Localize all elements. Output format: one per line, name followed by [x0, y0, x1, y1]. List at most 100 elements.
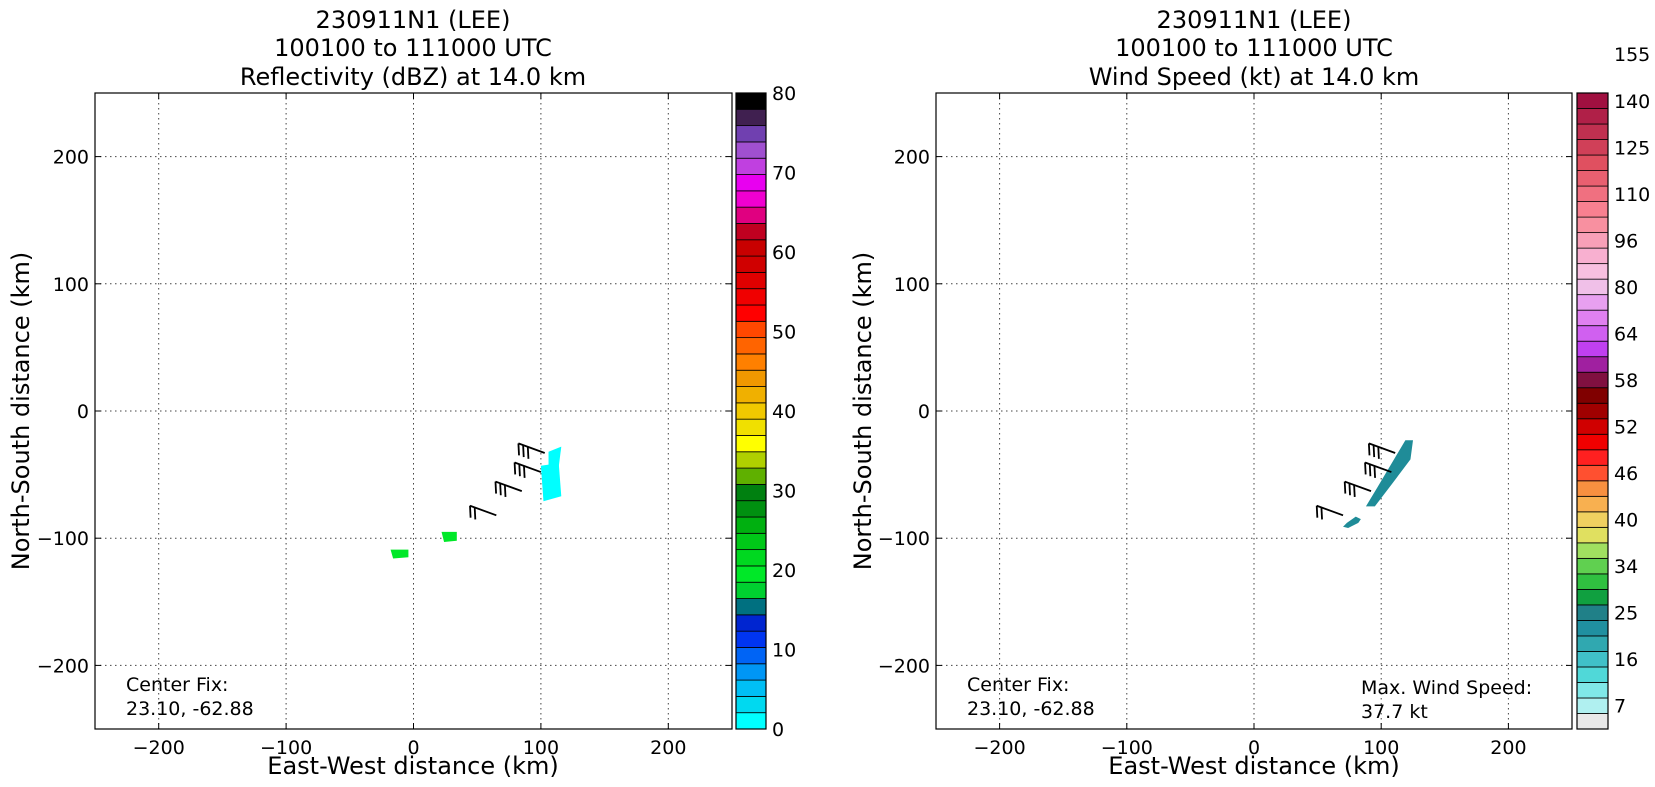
wind-barb	[1364, 461, 1392, 478]
wind-y-axis-label: North-South distance (km)	[849, 252, 877, 571]
reflectivity-title-line-2: 100100 to 111000 UTC	[274, 34, 552, 62]
colorbar-tick-label: 25	[1614, 603, 1638, 625]
wind-barb	[469, 504, 497, 520]
colorbar-segment	[1576, 278, 1609, 296]
reflectivity-echo	[540, 463, 562, 502]
colorbar-segment	[1576, 108, 1609, 125]
colorbar-segment	[735, 630, 767, 648]
wind-barb	[1315, 504, 1344, 520]
reflectivity-echo-layer	[390, 446, 562, 559]
colorbar-segment	[1576, 542, 1609, 559]
colorbar-segment	[1576, 620, 1609, 637]
colorbar-segment	[735, 451, 767, 469]
colorbar-segment	[735, 402, 767, 420]
wind-speed-echo	[1343, 516, 1361, 529]
colorbar-segment	[1576, 139, 1609, 156]
colorbar-segment	[735, 386, 767, 404]
y-tick-label: −100	[37, 528, 89, 550]
colorbar-segment	[735, 679, 767, 697]
wind-title-line-3: Wind Speed (kt) at 14.0 km	[1089, 63, 1420, 91]
x-tick-label: −100	[1101, 737, 1153, 759]
wind-barb	[494, 480, 523, 498]
wind-gridlines	[936, 93, 1572, 729]
colorbar-segment	[1576, 682, 1609, 699]
colorbar-segment	[735, 598, 767, 616]
colorbar-segment	[1576, 356, 1609, 373]
x-tick-label: 200	[650, 737, 686, 759]
colorbar-tick-label: 64	[1614, 323, 1638, 345]
reflectivity-axis-ticks: −200 −100 0 100 200 −200 −100 0 100 200	[37, 93, 732, 759]
colorbar-segment	[735, 255, 767, 273]
colorbar-segment	[1576, 433, 1609, 451]
colorbar-segment	[1576, 526, 1609, 544]
colorbar-segment	[1576, 154, 1609, 171]
y-tick-label: 100	[894, 274, 930, 296]
x-tick-label: −100	[260, 737, 312, 759]
colorbar-segment	[1576, 495, 1609, 513]
colorbar-segment	[735, 500, 767, 518]
wind-barb	[513, 461, 542, 478]
colorbar-segment	[1576, 697, 1609, 714]
reflectivity-y-axis-label: North-South distance (km)	[7, 252, 35, 571]
colorbar-tick-label: 125	[1614, 137, 1650, 159]
colorbar-segment	[735, 369, 767, 387]
wind-x-axis-label: East-West distance (km)	[1108, 752, 1399, 780]
colorbar-frame	[1576, 92, 1609, 730]
y-tick-label: −200	[37, 655, 89, 677]
reflectivity-title-line-3: Reflectivity (dBZ) at 14.0 km	[240, 63, 586, 91]
y-tick-label: 200	[53, 147, 89, 169]
y-tick-label: −200	[878, 655, 930, 677]
wind-center-fix-value: 23.10, -62.88	[967, 698, 1095, 720]
colorbar-tick-label: 58	[1614, 370, 1638, 392]
y-tick-label: 200	[894, 147, 930, 169]
colorbar-tick-label: 52	[1614, 417, 1638, 439]
wind-title-line-1: 230911N1 (LEE)	[1157, 6, 1352, 34]
x-tick-label: −200	[974, 737, 1026, 759]
colorbar-segment	[735, 108, 767, 127]
colorbar-tick-label: 96	[1614, 230, 1638, 252]
colorbar-segment	[735, 271, 767, 290]
colorbar-tick-label: 60	[772, 242, 796, 264]
x-tick-label: 100	[1363, 737, 1399, 759]
colorbar-segment	[735, 695, 767, 714]
colorbar-segment	[735, 549, 767, 567]
reflectivity-center-fix-value: 23.10, -62.88	[126, 698, 254, 720]
colorbar-segment	[735, 174, 767, 192]
y-tick-label: 0	[77, 401, 89, 423]
colorbar-tick-label: 30	[772, 481, 796, 503]
reflectivity-title-line-1: 230911N1 (LEE)	[316, 6, 511, 34]
colorbar-segment	[735, 467, 767, 485]
x-tick-label: 200	[1490, 737, 1526, 759]
colorbar-tick-label: 40	[1614, 510, 1638, 532]
colorbar-segment	[1576, 557, 1609, 575]
colorbar-segment	[1576, 666, 1609, 683]
colorbar-segment	[1576, 263, 1609, 280]
y-tick-label: 0	[918, 401, 930, 423]
colorbar-segment	[1576, 464, 1609, 482]
colorbar-tick-label: 40	[772, 401, 796, 423]
colorbar-segment	[1576, 418, 1609, 435]
y-tick-label: −100	[878, 528, 930, 550]
wind-barb	[1367, 442, 1396, 459]
x-tick-label: 100	[523, 737, 559, 759]
colorbar-segment	[1576, 511, 1609, 528]
colorbar-segment	[735, 92, 767, 110]
colorbar-segment	[735, 647, 767, 665]
colorbar-tick-label: 70	[772, 163, 796, 185]
wind-title-line-2: 100100 to 111000 UTC	[1115, 34, 1393, 62]
colorbar-segment	[1576, 604, 1609, 621]
colorbar-frame	[735, 92, 767, 730]
wind-axis-ticks: −200 −100 0 100 200 −200 −100 0 100 200	[878, 93, 1572, 759]
colorbar-segment	[735, 141, 767, 159]
colorbar-segment	[735, 581, 767, 599]
colorbar-segment	[1576, 402, 1609, 420]
colorbar-segment	[735, 320, 767, 339]
reflectivity-x-axis-label: East-West distance (km)	[267, 752, 558, 780]
colorbar-tick-label: 110	[1614, 184, 1650, 206]
reflectivity-center-fix-label: Center Fix:	[126, 674, 228, 696]
x-tick-label: 0	[1248, 737, 1260, 759]
colorbar-tick-label: 50	[772, 322, 796, 344]
colorbar-segment	[735, 712, 767, 730]
colorbar-segment	[1576, 325, 1609, 342]
